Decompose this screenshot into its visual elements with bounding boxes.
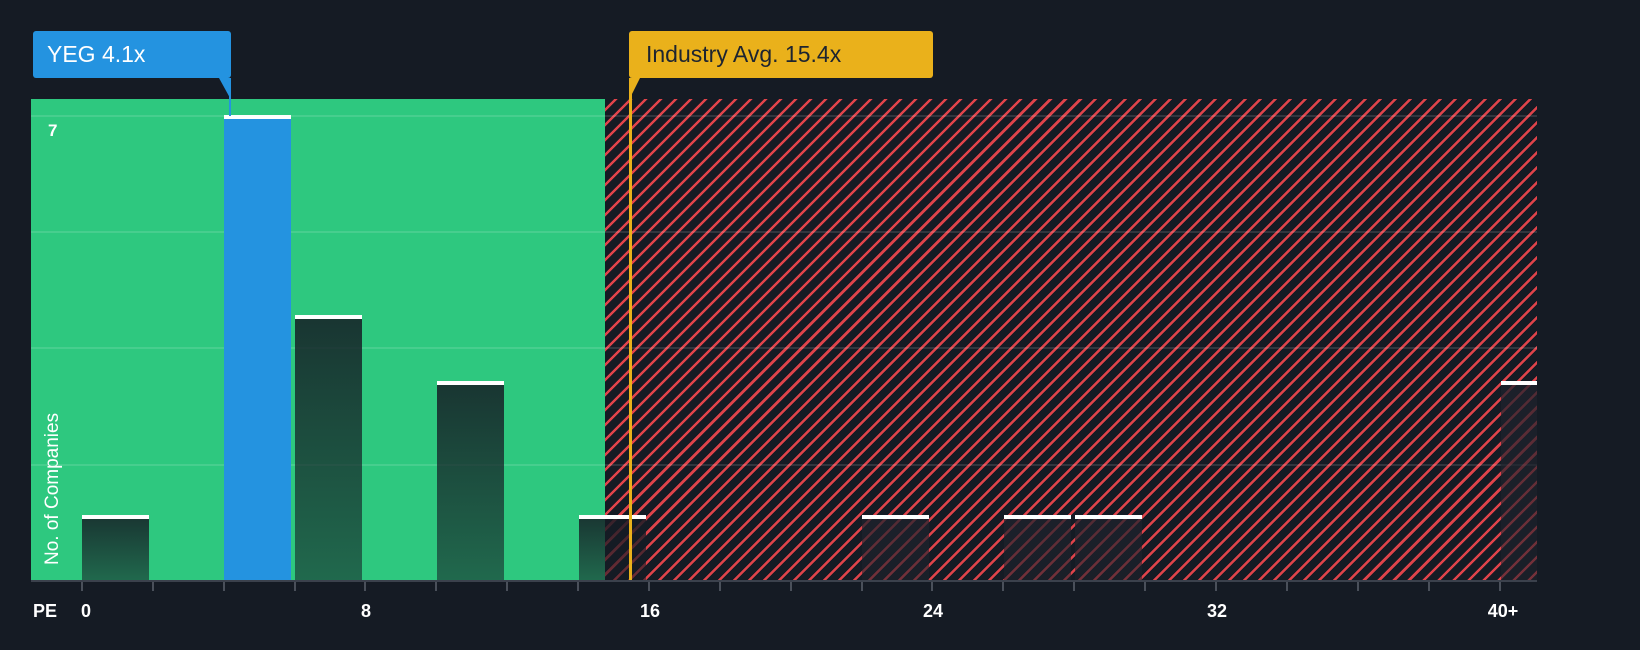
bar-40-plus[interactable]: [1501, 381, 1537, 581]
x-tick: [861, 582, 863, 591]
industry-avg-line-top: [629, 78, 632, 100]
x-tick: [648, 582, 650, 591]
x-tick: [1428, 582, 1430, 591]
company-pe-callout: YEG 4.1x: [33, 31, 231, 78]
overvalued-zone: [605, 99, 1537, 581]
x-tick: [931, 582, 933, 591]
gridline: [31, 115, 1537, 117]
x-tick: [1002, 582, 1004, 591]
bar-cap: [437, 381, 504, 385]
x-tick: [81, 582, 83, 591]
bar-cap: [82, 515, 149, 519]
bar-22-24[interactable]: [862, 515, 929, 581]
bar-cap: [1501, 381, 1537, 385]
x-tick: [152, 582, 154, 591]
x-tick: [790, 582, 792, 591]
gridline: [31, 231, 1537, 233]
industry-avg-line: [629, 99, 632, 581]
x-tick-label-0: 0: [80, 601, 92, 621]
x-tick-label-16: 16: [639, 601, 661, 621]
bar-cap: [295, 315, 362, 319]
bar-cap: [1075, 515, 1142, 519]
bar-cap: [862, 515, 929, 519]
x-tick: [294, 582, 296, 591]
bar-4-6-yeg[interactable]: [224, 115, 291, 581]
industry-avg-callout: Industry Avg. 15.4x: [629, 31, 933, 78]
x-tick-label-24: 24: [922, 601, 944, 621]
x-tick: [506, 582, 508, 591]
x-tick-label-32: 32: [1206, 601, 1228, 621]
x-tick: [435, 582, 437, 591]
x-tick: [577, 582, 579, 591]
y-max-label: 7: [48, 121, 58, 140]
bar-6-8[interactable]: [295, 315, 362, 581]
x-tick: [364, 582, 366, 591]
x-tick-label-8: 8: [360, 601, 372, 621]
x-tick-label-40-plus: 40+: [1487, 601, 1519, 621]
bar-cap: [579, 515, 646, 519]
x-tick: [1499, 582, 1501, 591]
x-tick: [1286, 582, 1288, 591]
x-tick: [1073, 582, 1075, 591]
industry-callout-pointer: [629, 78, 640, 100]
y-axis-title: No. of Companies: [42, 412, 63, 565]
company-callout-pointer: [219, 78, 230, 98]
bar-0-2[interactable]: [82, 515, 149, 581]
gridline: [31, 347, 1537, 349]
company-pe-line: [229, 78, 231, 116]
bar-cap: [1004, 515, 1071, 519]
bar-14-16[interactable]: [579, 515, 646, 581]
chart-plot-area: [31, 99, 1537, 581]
bar-28-30[interactable]: [1075, 515, 1142, 581]
x-tick: [223, 582, 225, 591]
gridline: [31, 464, 1537, 466]
x-tick: [1357, 582, 1359, 591]
x-tick: [1144, 582, 1146, 591]
bar-10-12[interactable]: [437, 381, 504, 581]
x-tick: [1215, 582, 1217, 591]
x-tick: [719, 582, 721, 591]
bar-26-28[interactable]: [1004, 515, 1071, 581]
x-axis-prefix: PE: [33, 601, 58, 621]
x-axis-line: [31, 580, 1537, 582]
bar-cap: [224, 115, 291, 119]
